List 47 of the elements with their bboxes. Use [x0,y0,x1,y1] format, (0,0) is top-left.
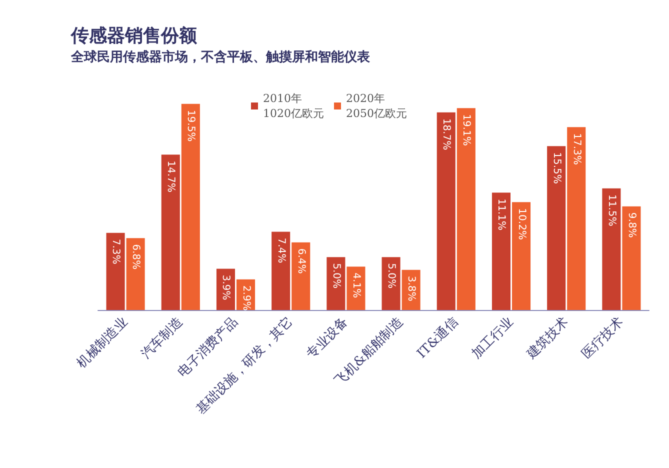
legend-label: 2010年 1020亿欧元 [263,92,324,120]
bar [292,242,310,310]
bar [272,232,290,310]
x-tick-label: 专业设备 [304,314,352,362]
bar [436,112,456,310]
bar [326,257,346,310]
data-label: 19.5% [185,110,196,142]
bar [382,257,400,310]
data-label: 11.5% [606,194,617,226]
bar [161,154,180,310]
x-tick-label: 机械制造业 [74,314,131,372]
data-label: 5.0% [330,263,342,289]
data-label: 17.3% [570,133,582,165]
data-label: 3.8% [406,276,417,302]
bar [106,232,125,310]
data-label: 18.7% [440,118,452,150]
data-label: 3.9% [220,274,232,300]
x-tick-label: 建筑技术 [524,314,572,363]
bar [126,238,145,310]
data-label: 4.1% [350,272,362,298]
bar [456,108,476,310]
bar [181,104,200,310]
bar [622,206,641,310]
data-label: 10.2% [516,208,527,240]
data-label: 14.7% [165,160,176,192]
bar [602,188,621,310]
x-tick-label: 加工行业 [469,314,517,362]
data-label: 7.3% [110,238,122,264]
data-label: 6.4% [295,248,306,274]
data-label: 6.8% [130,244,142,270]
data-label: 9.8% [626,212,637,238]
bar [547,146,566,310]
data-label: 15.5% [550,152,562,184]
bar [567,127,586,310]
legend-label: 2020年 2050亿欧元 [346,92,407,120]
x-tick-label: 汽车制造 [138,314,186,362]
x-tick-label: 医疗技术 [579,314,627,362]
chart-subtitle: 全球民用传感器市场，不含平板、触摸屏和智能仪表 [70,49,371,65]
bar [346,266,366,310]
data-label: 11.1% [496,198,507,230]
bar [492,192,511,310]
data-label: 7.4% [275,238,286,264]
data-label: 2.9% [240,285,252,311]
data-label: 19.1% [460,114,472,146]
data-label: 5.0% [386,263,397,289]
bar [512,202,531,310]
chart-title: 传感器销售份额 [70,26,198,46]
